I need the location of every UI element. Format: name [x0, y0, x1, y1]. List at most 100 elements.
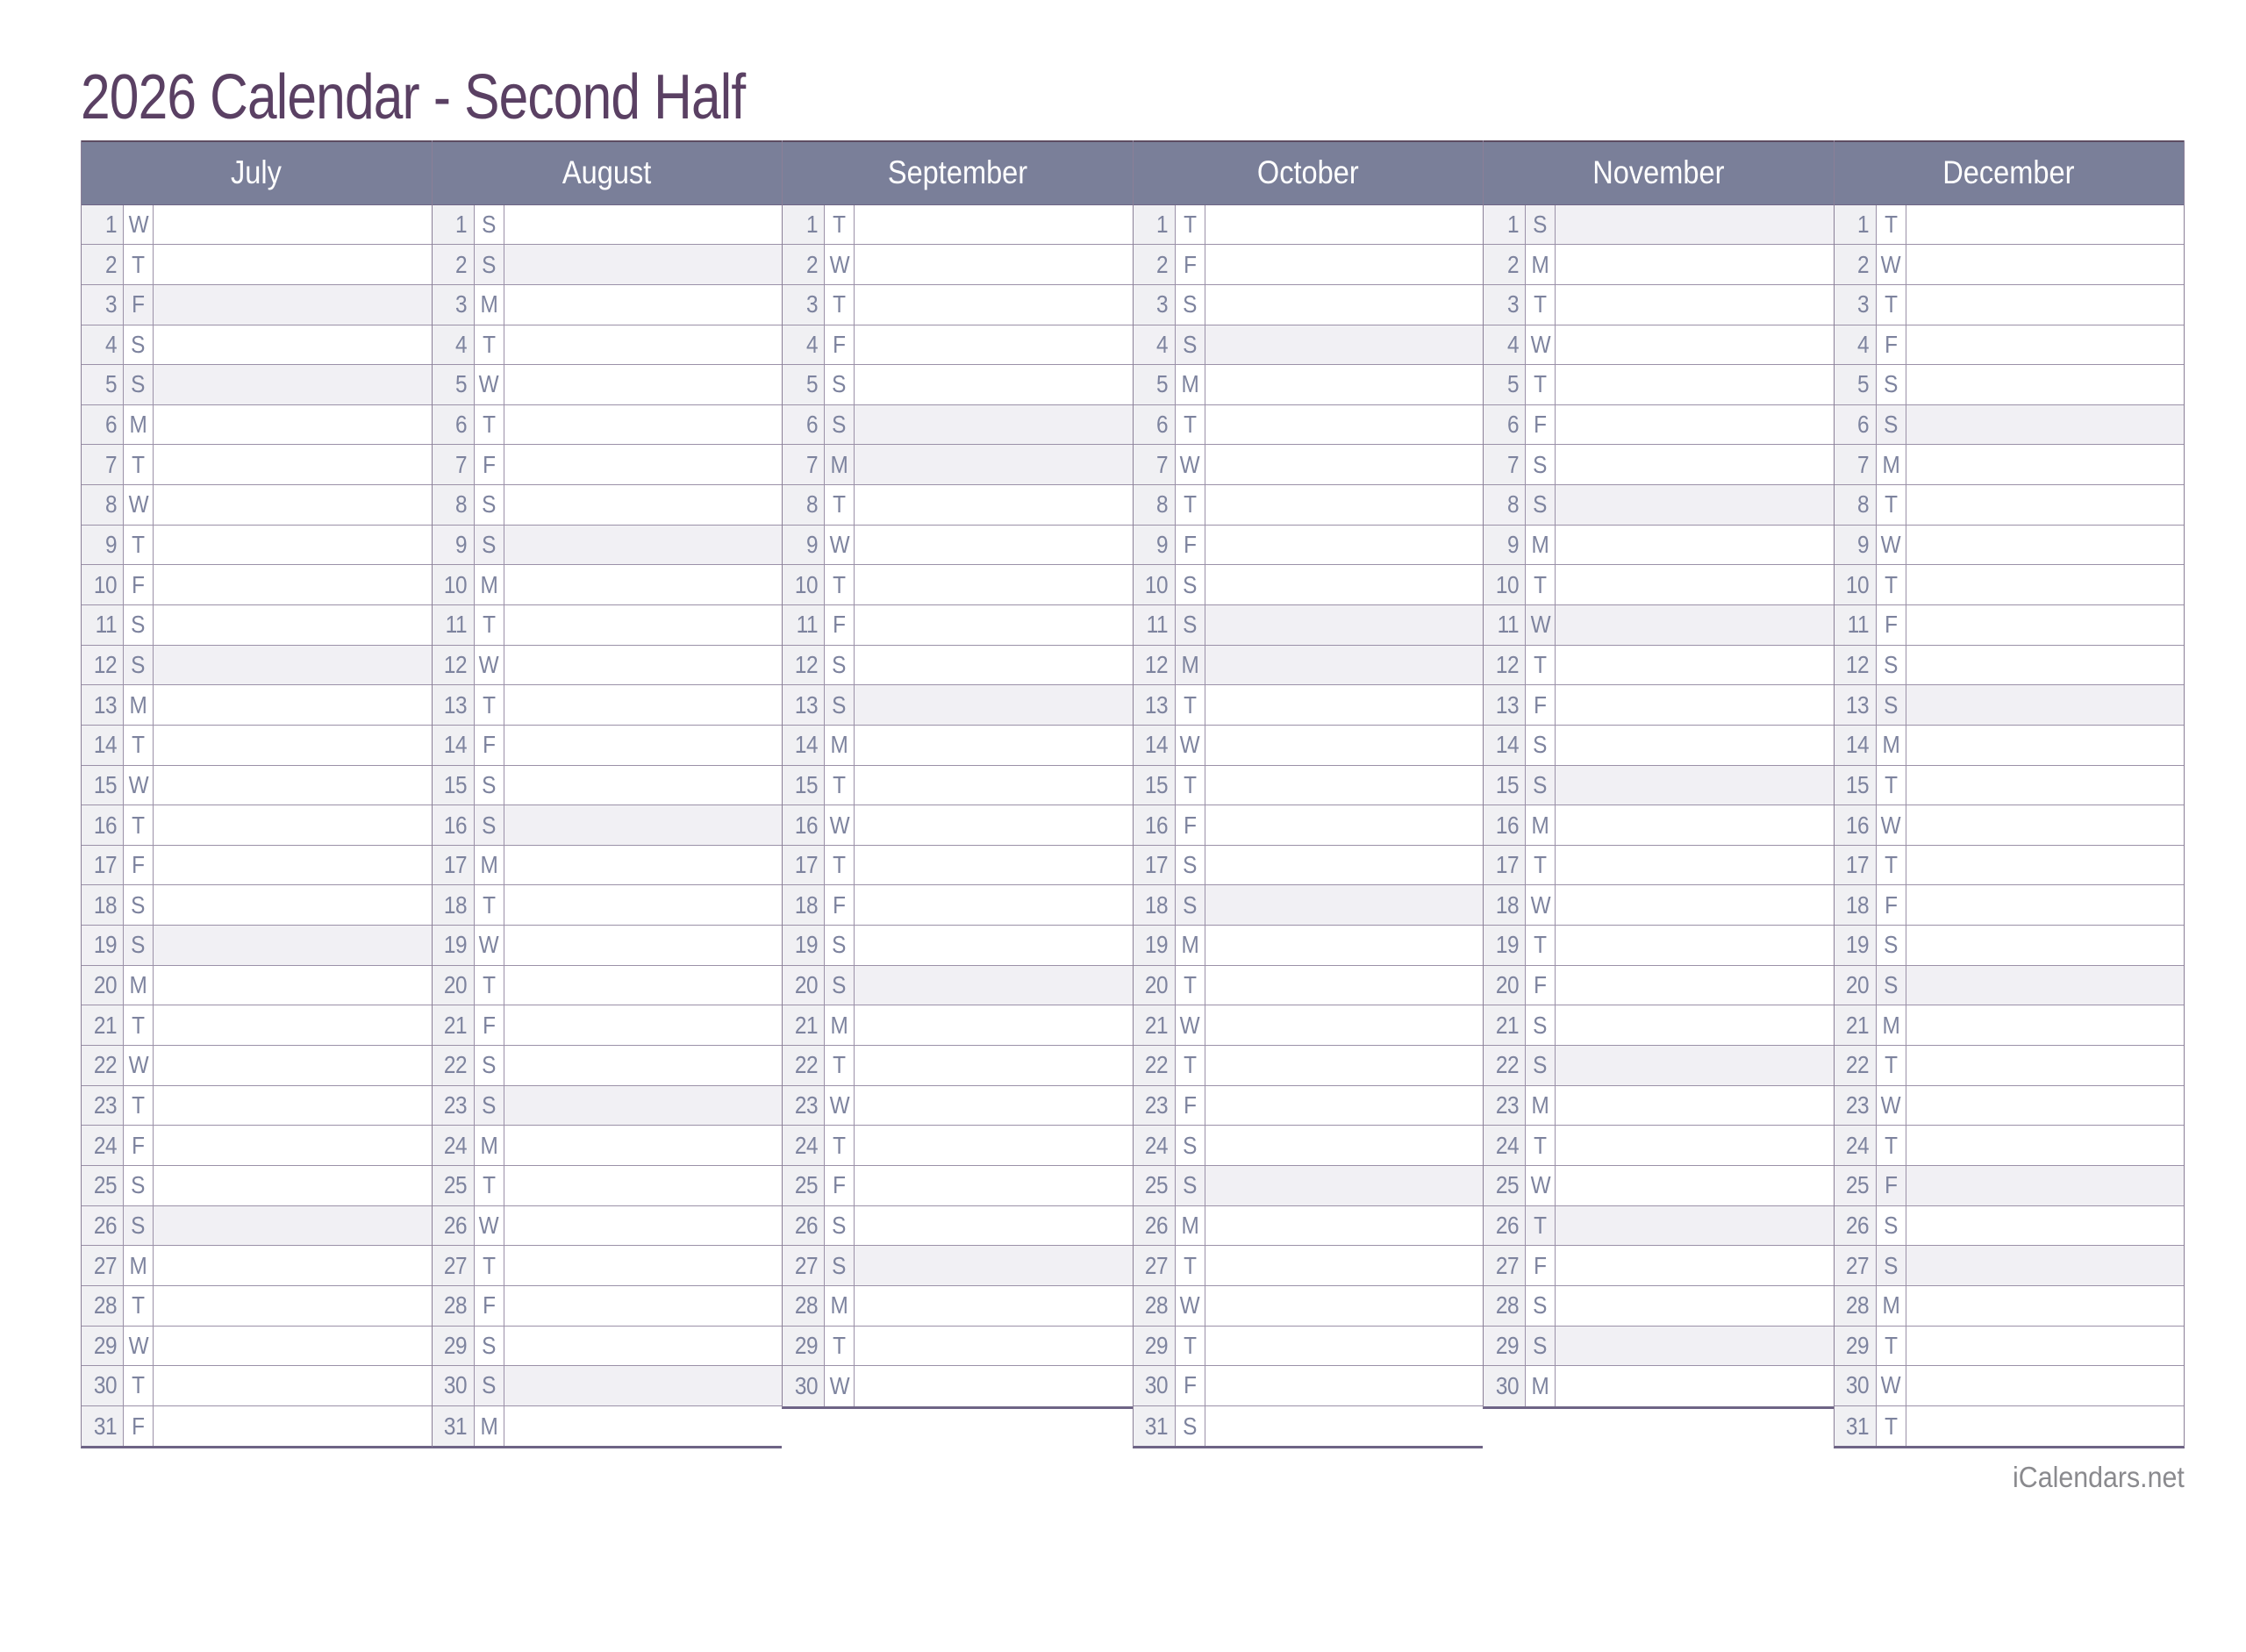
day-number-cell: 3 — [432, 284, 474, 325]
day-notes-cell — [1205, 1165, 1483, 1205]
day-letter-cell: T — [1525, 284, 1556, 325]
day-letter-cell: F — [1525, 685, 1556, 725]
day-number: 17 — [1846, 851, 1870, 879]
day-number: 26 — [1145, 1211, 1169, 1239]
day-letter: T — [1884, 1131, 1898, 1159]
day-notes-cell — [1556, 1046, 1834, 1085]
day-number-cell: 19 — [82, 926, 123, 965]
day-letter-cell: S — [1525, 445, 1556, 485]
day-notes-cell — [855, 1086, 1133, 1126]
day-number: 3 — [104, 290, 118, 318]
day-letter-cell: S — [473, 1085, 504, 1126]
day-notes-cell — [1205, 1046, 1484, 1085]
day-number: 31 — [444, 1412, 468, 1440]
day-notes-cell — [1205, 1086, 1484, 1126]
day-number: 29 — [1145, 1331, 1169, 1359]
day-number: 4 — [1506, 330, 1520, 358]
day-notes-cell — [504, 485, 783, 525]
day-number: 13 — [1846, 690, 1870, 719]
day-number-cell: 23 — [1484, 1085, 1525, 1126]
day-letter-cell: M — [123, 685, 154, 725]
day-number-cell: 17 — [1484, 845, 1525, 885]
day-letter: F — [482, 1011, 496, 1039]
day-number-cell: 1 — [82, 204, 123, 245]
day-letter-cell: W — [1525, 885, 1556, 926]
day-number: 27 — [93, 1251, 118, 1279]
day-letter-cell: W — [1174, 1285, 1205, 1326]
day-row: 26 S — [1834, 1205, 2184, 1247]
day-letter: W — [128, 1331, 148, 1359]
day-number-cell: 2 — [1834, 245, 1876, 284]
day-number-cell: 30 — [783, 1366, 824, 1406]
day-letter: S — [1183, 1171, 1197, 1199]
day-number-cell: 13 — [82, 685, 123, 725]
day-letter: T — [1884, 490, 1898, 518]
day-number: 2 — [1506, 250, 1520, 278]
day-number-cell: 12 — [1484, 645, 1525, 685]
day-letter-cell: S — [123, 885, 154, 926]
day-number-cell: 25 — [82, 1165, 123, 1205]
day-number: 10 — [93, 570, 118, 598]
day-notes-cell — [1205, 645, 1483, 685]
day-row: 21 F — [432, 1005, 782, 1047]
day-notes-cell — [504, 1166, 783, 1205]
day-row: 26 S — [82, 1205, 432, 1247]
day-number: 8 — [1156, 490, 1169, 518]
day-letter: M — [1181, 650, 1198, 678]
day-letter: T — [132, 811, 145, 839]
day-letter-cell: S — [123, 1165, 154, 1205]
day-notes-cell — [504, 1246, 783, 1285]
day-number: 11 — [1848, 611, 1870, 639]
day-letter: F — [1183, 531, 1197, 559]
day-row: 21 S — [1484, 1005, 1834, 1047]
day-row: 22 S — [432, 1046, 782, 1086]
day-row: 24 T — [1484, 1126, 1834, 1166]
day-letter-cell: F — [1525, 1246, 1556, 1285]
day-number-cell: 25 — [432, 1165, 474, 1205]
day-letter-cell: T — [1174, 1246, 1205, 1285]
day-number: 2 — [455, 250, 468, 278]
day-row: 10 T — [1484, 565, 1834, 605]
day-notes-cell — [1906, 965, 2184, 1005]
day-row: 22 S — [1484, 1046, 1834, 1086]
day-letter-cell: S — [824, 1205, 855, 1246]
day-letter-cell: S — [824, 645, 855, 685]
day-letter-cell: M — [1174, 365, 1205, 404]
day-row: 17 T — [783, 845, 1133, 886]
day-letter-cell: T — [1174, 404, 1205, 445]
month-name: July — [231, 154, 283, 191]
month-name: August — [562, 154, 652, 191]
day-letter: F — [833, 330, 846, 358]
day-number-cell: 29 — [1834, 1326, 1876, 1366]
day-letter: T — [1183, 770, 1197, 798]
day-row: 12 M — [1133, 645, 1483, 686]
day-letter: S — [1884, 1211, 1898, 1239]
day-letter-cell: W — [123, 204, 154, 245]
day-letter: W — [1880, 1371, 1901, 1399]
day-notes-cell — [1556, 365, 1834, 404]
day-number-cell: 27 — [1133, 1246, 1175, 1285]
day-notes-cell — [1906, 526, 2185, 565]
day-number: 21 — [794, 1011, 819, 1039]
day-row: 19 S — [783, 926, 1133, 966]
day-letter-cell: S — [473, 204, 504, 245]
month-column-october: October 1 T 2 F 3 S 4 S 5 M 6 T 7 W 8 T 9 F 10 S 11 S 12 M 13 T 14 W… — [1132, 139, 1484, 1449]
day-number: 5 — [455, 370, 468, 398]
day-row: 19 S — [82, 926, 432, 966]
day-notes-cell — [1205, 766, 1484, 805]
day-number-cell: 1 — [783, 204, 824, 245]
day-letter-cell: T — [473, 685, 504, 725]
day-row: 16 S — [432, 805, 782, 846]
day-notes-cell — [1556, 285, 1834, 325]
